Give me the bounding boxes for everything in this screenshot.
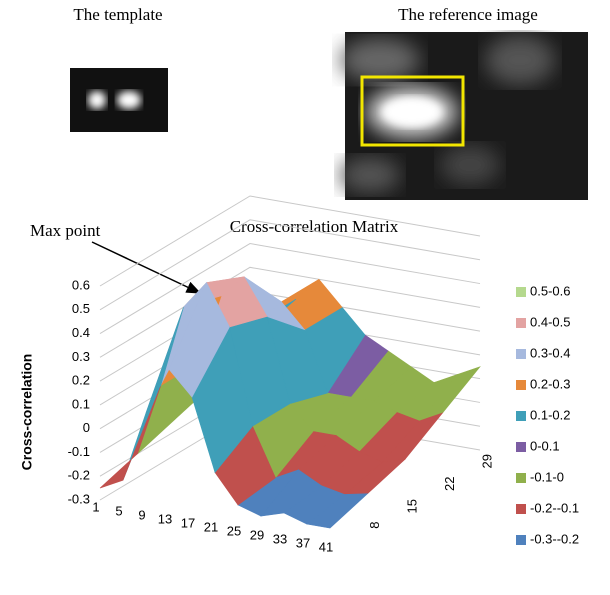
legend-label: 0.4-0.5 <box>530 314 570 329</box>
reference-image <box>340 32 588 200</box>
depth-tick-label: 22 <box>442 477 457 491</box>
legend-label: -0.1-0 <box>530 469 564 484</box>
legend-label: 0.5-0.6 <box>530 283 570 298</box>
x-tick-label: 37 <box>296 535 310 550</box>
legend-label: -0.3--0.2 <box>530 531 579 546</box>
x-tick-label: 41 <box>319 539 333 554</box>
x-tick-label: 5 <box>115 503 122 518</box>
z-tick-label: 0.6 <box>72 277 90 292</box>
x-tick-label: 1 <box>92 499 99 514</box>
x-tick-label: 17 <box>181 515 195 530</box>
depth-tick-label: 8 <box>367 522 382 529</box>
z-tick-label: 0.3 <box>72 349 90 364</box>
depth-tick-label: 29 <box>479 454 494 468</box>
legend-label: 0-0.1 <box>530 438 560 453</box>
x-tick-label: 25 <box>227 523 241 538</box>
z-tick-label: 0.2 <box>72 373 90 388</box>
annotation-arrow <box>92 242 200 293</box>
z-tick-label: 0.5 <box>72 301 90 316</box>
legend-label: -0.2--0.1 <box>530 500 579 515</box>
annotation: Max point <box>30 221 101 240</box>
z-tick-label: 0.1 <box>72 396 90 411</box>
x-tick-label: 33 <box>273 531 287 546</box>
legend-swatch <box>516 473 526 483</box>
x-tick-label: 13 <box>158 511 172 526</box>
legend-swatch <box>516 535 526 545</box>
legend-swatch <box>516 380 526 390</box>
z-tick-label: 0 <box>83 420 90 435</box>
legend-label: 0.3-0.4 <box>530 345 570 360</box>
x-tick-label: 29 <box>250 527 264 542</box>
legend-label: 0.2-0.3 <box>530 376 570 391</box>
depth-tick-label: 15 <box>404 499 419 513</box>
legend-label: 0.1-0.2 <box>530 407 570 422</box>
legend-swatch <box>516 287 526 297</box>
x-tick-label: 9 <box>138 507 145 522</box>
z-tick-label: -0.3 <box>68 491 90 506</box>
z-tick-label: 0.4 <box>72 325 90 340</box>
legend-swatch <box>516 504 526 514</box>
reference-title: The reference image <box>398 5 538 24</box>
template-image <box>70 68 168 132</box>
x-tick-label: 21 <box>204 519 218 534</box>
legend-swatch <box>516 442 526 452</box>
figure: The template The reference image Cross-c… <box>0 0 610 595</box>
legend-swatch <box>516 411 526 421</box>
legend-swatch <box>516 318 526 328</box>
template-title: The template <box>73 5 162 24</box>
z-tick-label: -0.2 <box>68 468 90 483</box>
legend-swatch <box>516 349 526 359</box>
z-axis-title: Cross-correlation <box>19 354 35 471</box>
chart-title: Cross-correlation Matrix <box>230 217 399 236</box>
z-tick-label: -0.1 <box>68 444 90 459</box>
